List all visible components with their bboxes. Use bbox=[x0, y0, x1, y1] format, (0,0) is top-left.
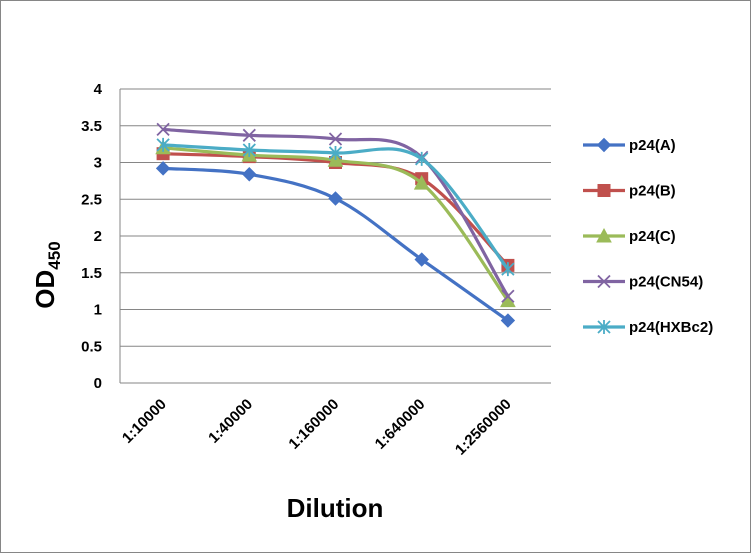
x-tick-label: 1:2560000 bbox=[452, 396, 515, 459]
x-tick-label: 1:40000 bbox=[205, 396, 256, 447]
data-point bbox=[156, 137, 170, 152]
legend-marker bbox=[597, 320, 611, 334]
y-tick-label: 1 bbox=[94, 302, 102, 319]
data-point bbox=[328, 191, 343, 206]
legend-item: p24(HXBc2) bbox=[583, 319, 713, 336]
data-point bbox=[242, 167, 257, 182]
data-point bbox=[414, 252, 429, 267]
legend-item: p24(A) bbox=[583, 137, 676, 154]
series-p24-hxbc2- bbox=[156, 137, 515, 277]
x-tick-label: 1:10000 bbox=[119, 396, 170, 447]
data-point bbox=[242, 143, 256, 158]
legend-item: p24(CN54) bbox=[583, 274, 703, 291]
legend-marker bbox=[597, 274, 611, 289]
gridlines bbox=[119, 88, 551, 384]
legend-item: p24(B) bbox=[583, 183, 676, 200]
legend: p24(A) p24(B) p24(C) p24(CN54) p24(HXBc2) bbox=[583, 137, 713, 336]
legend-marker bbox=[597, 184, 611, 197]
y-axis-title-subscript: 450 bbox=[45, 241, 64, 269]
y-tick-label: 3.5 bbox=[81, 118, 102, 135]
y-tick-label: 2.5 bbox=[81, 191, 102, 208]
data-point bbox=[413, 175, 430, 190]
data-point bbox=[155, 161, 171, 176]
y-axis-title-main: OD bbox=[30, 270, 60, 309]
y-tick-label: 0 bbox=[94, 375, 102, 392]
x-tick-label: 1:640000 bbox=[372, 396, 429, 453]
y-axis-title: OD450 bbox=[30, 241, 64, 308]
series-p24-a- bbox=[155, 161, 516, 328]
series-p24-cn54- bbox=[156, 122, 515, 303]
series-group bbox=[155, 122, 516, 328]
x-axis-ticks: 1:10000 1:40000 1:160000 1:640000 1:2560000 bbox=[119, 396, 515, 459]
y-axis-ticks: 0 0.5 1 1.5 2 2.5 3 3.5 4 bbox=[81, 81, 103, 392]
x-tick-label: 1:160000 bbox=[285, 396, 342, 453]
legend-label: p24(C) bbox=[629, 228, 676, 245]
x-axis-title: Dilution bbox=[287, 493, 384, 523]
data-point bbox=[328, 145, 343, 160]
y-tick-label: 0.5 bbox=[81, 338, 102, 355]
series-line bbox=[162, 166, 509, 322]
data-point bbox=[500, 313, 516, 328]
legend-label: p24(HXBc2) bbox=[629, 319, 713, 336]
legend-marker bbox=[596, 137, 612, 153]
legend-label: p24(B) bbox=[629, 183, 676, 200]
data-point bbox=[501, 262, 515, 277]
data-point bbox=[415, 151, 429, 166]
series-line bbox=[162, 127, 510, 298]
data-point bbox=[156, 122, 170, 137]
y-tick-label: 4 bbox=[94, 81, 103, 98]
y-tick-label: 3 bbox=[94, 155, 102, 172]
data-point bbox=[328, 132, 343, 146]
data-point bbox=[242, 128, 256, 142]
y-tick-label: 1.5 bbox=[81, 265, 102, 282]
legend-label: p24(A) bbox=[629, 137, 676, 154]
legend-label: p24(CN54) bbox=[629, 274, 703, 291]
legend-item: p24(C) bbox=[583, 227, 676, 245]
legend-marker bbox=[596, 227, 612, 243]
data-point bbox=[501, 289, 515, 303]
y-tick-label: 2 bbox=[94, 228, 102, 245]
series-p24-c- bbox=[155, 139, 516, 308]
